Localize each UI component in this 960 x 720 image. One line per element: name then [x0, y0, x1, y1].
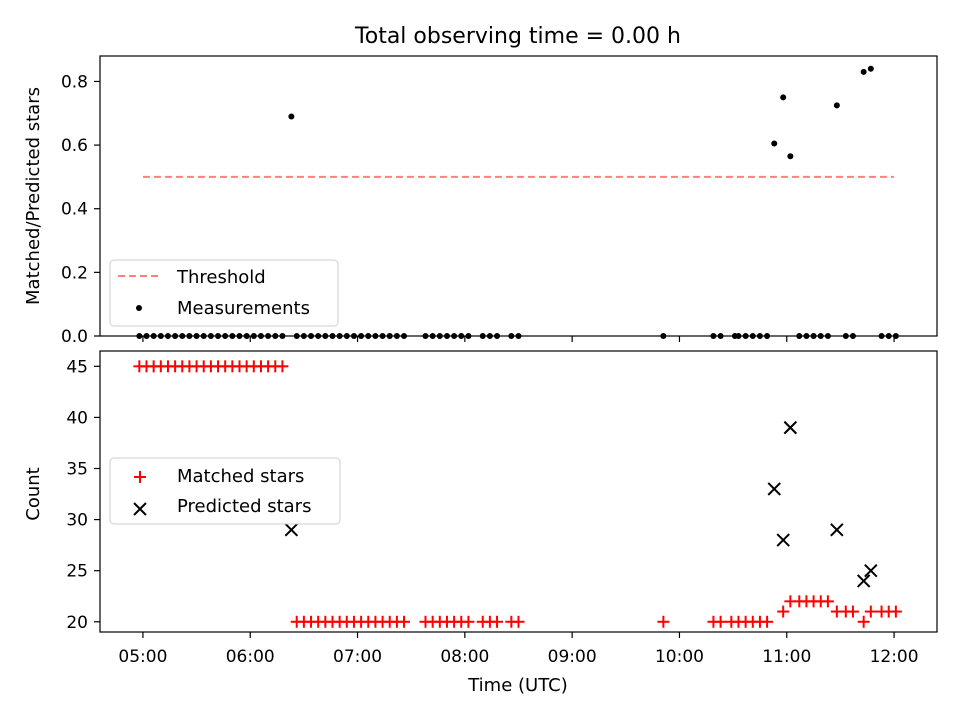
- legend-matched-label: Matched stars: [177, 466, 304, 487]
- measurement-point: [288, 113, 295, 120]
- x-tick-label: 05:00: [118, 647, 167, 667]
- top-panel: 0.00.20.40.60.8 Matched/Predicted stars …: [23, 55, 938, 347]
- predicted-star-marker: [830, 523, 844, 537]
- measurement-point: [867, 65, 874, 72]
- bottom-y-tick-label: 30: [66, 511, 88, 531]
- bottom-y-ticks: 20 25 30 35 40 45: [66, 357, 100, 633]
- legend-matched-swatch: [134, 471, 146, 483]
- matched-star-marker: [491, 615, 504, 628]
- top-y-tick-label: 0.4: [61, 200, 88, 220]
- matched-star-marker: [777, 605, 790, 618]
- x-tick-label: 09:00: [548, 647, 597, 667]
- legend-measurements-swatch: [136, 305, 142, 311]
- top-legend: Threshold Measurements: [109, 259, 339, 327]
- bottom-y-tick-label: 20: [66, 613, 88, 633]
- x-axis-label: Time (UTC): [467, 675, 568, 696]
- top-y-tick-label: 0.0: [61, 327, 88, 347]
- predicted-star-marker: [776, 533, 790, 547]
- top-y-ticks: 0.0 0.2 0.4 0.6 0.8: [61, 72, 100, 347]
- predicted-star-marker: [783, 420, 798, 435]
- legend-predicted-swatch: [133, 502, 147, 516]
- matched-star-marker: [761, 615, 774, 628]
- matched-star-marker: [714, 615, 727, 628]
- bottom-y-tick-label: 25: [66, 562, 88, 582]
- matched-star-marker: [657, 615, 670, 628]
- top-y-axis-label: Matched/Predicted stars: [23, 87, 44, 305]
- predicted-star-marker: [856, 574, 871, 588]
- top-y-tick-label: 0.6: [61, 136, 88, 156]
- predicted-star-marker: [864, 563, 878, 578]
- measurement-point: [771, 140, 778, 147]
- bottom-y-axis-label: Count: [23, 467, 44, 520]
- bottom-axes-frame: [99, 350, 938, 633]
- bottom-y-tick-label: 45: [66, 357, 88, 377]
- matched-star-marker: [512, 615, 525, 628]
- matched-star-marker: [857, 615, 870, 628]
- matched-star-marker: [864, 605, 877, 618]
- x-tick-label: 06:00: [226, 647, 275, 667]
- x-tick-label: 12:00: [870, 647, 919, 667]
- measurement-point: [780, 94, 787, 101]
- top-x-ticks: [142, 336, 895, 342]
- matched-star-marker: [846, 605, 859, 618]
- measurement-point: [833, 102, 840, 109]
- bottom-panel: 20 25 30 35 40 45 05:00 06:00 07:00 08:00 09:00 10…: [23, 350, 938, 696]
- figure-title: Total observing time = 0.00 h: [354, 24, 681, 49]
- bottom-marks: [133, 360, 902, 628]
- matched-star-marker: [821, 595, 834, 608]
- bottom-y-tick-label: 35: [66, 460, 88, 480]
- matched-star-marker: [889, 605, 902, 618]
- predicted-star-marker: [284, 523, 299, 537]
- matched-star-marker: [462, 615, 475, 628]
- matched-star-marker: [276, 360, 289, 373]
- bottom-legend-box: [109, 457, 341, 525]
- x-tick-label: 07:00: [333, 647, 382, 667]
- bottom-y-tick-label: 40: [66, 408, 88, 428]
- measurement-point: [787, 153, 794, 160]
- legend-predicted-label: Predicted stars: [177, 496, 311, 517]
- top-y-tick-label: 0.8: [61, 72, 88, 92]
- bottom-legend: Matched stars Predicted stars: [109, 457, 341, 525]
- top-y-tick-label: 0.2: [61, 263, 88, 283]
- measurement-point: [860, 68, 867, 75]
- top-legend-box: [109, 259, 339, 327]
- bottom-x-ticks: 05:00 06:00 07:00 08:00 09:00 10:00 11:00 12:00: [118, 632, 919, 667]
- x-tick-label: 11:00: [762, 647, 811, 667]
- x-tick-label: 10:00: [655, 647, 704, 667]
- predicted-star-marker: [767, 482, 781, 496]
- matched-star-marker: [398, 615, 411, 628]
- legend-threshold-label: Threshold: [176, 267, 266, 288]
- legend-measurements-label: Measurements: [177, 298, 310, 319]
- x-tick-label: 08:00: [440, 647, 489, 667]
- top-axes-frame: [99, 55, 938, 337]
